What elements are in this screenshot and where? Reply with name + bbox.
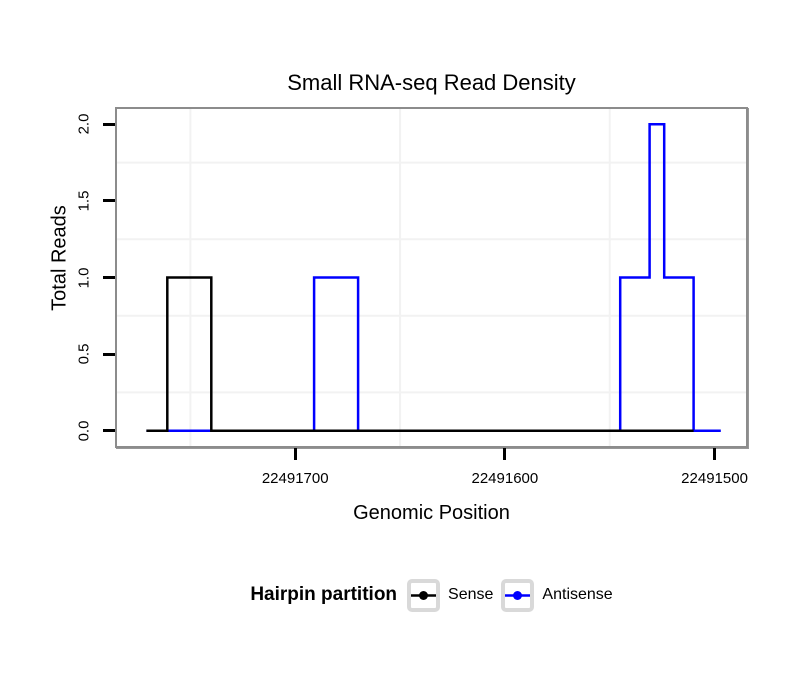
chart-title: Small RNA-seq Read Density [287,70,576,95]
legend-key-glyph-icon [411,590,437,600]
legend-key-sense [407,578,441,612]
y-tick-label: 1.0 [75,267,93,288]
plot-canvas [117,109,746,446]
x-tick [293,448,297,460]
legend: Hairpin partition Sense Antisense [117,578,746,612]
plot-panel [115,107,748,448]
legend-key-glyph-icon [505,590,531,600]
x-axis-title: Genomic Position [353,502,510,524]
legend-label: Antisense [542,586,613,603]
series-line-sense [146,276,694,432]
x-tick-label: 22491600 [471,470,539,487]
y-tick [103,199,115,203]
legend-key-antisense [501,578,535,612]
y-tick [103,122,115,126]
legend-label: Sense [448,586,494,603]
x-tick [713,448,717,460]
y-tick [103,429,115,433]
legend-entries: Sense Antisense [407,578,613,612]
x-tick-label: 22491500 [681,470,748,487]
y-tick-label: 0.5 [75,343,93,365]
y-axis-title: Total Reads [48,205,71,311]
series-line-antisense [146,123,721,432]
x-tick [503,448,507,460]
x-tick-label: 22491700 [261,470,329,487]
y-tick-label: 0.0 [75,420,93,442]
legend-title: Hairpin partition [250,584,398,605]
y-tick-label: 2.0 [75,113,93,135]
y-tick [103,276,115,279]
y-tick [103,352,115,356]
y-tick-label: 1.5 [75,190,93,212]
